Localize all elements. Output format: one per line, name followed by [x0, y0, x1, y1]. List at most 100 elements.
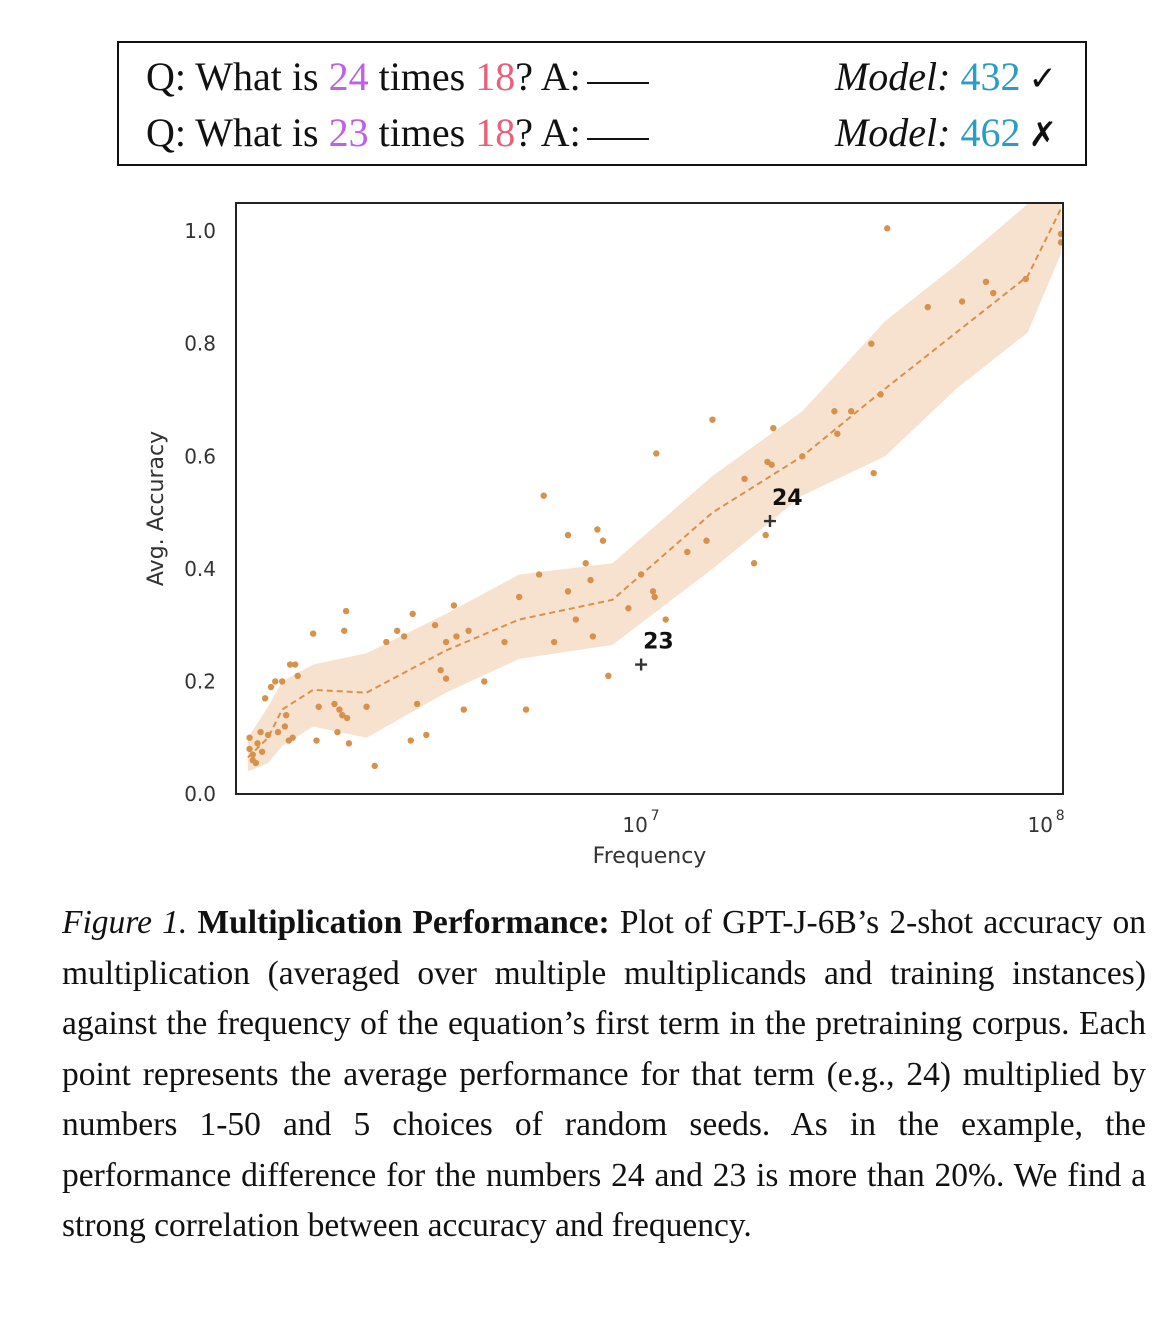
scatter-point	[884, 225, 891, 232]
scatter-point	[409, 610, 416, 618]
first-term: 24	[328, 54, 369, 99]
scatter-point	[258, 748, 266, 755]
scatter-point	[294, 672, 301, 679]
scatter-point	[649, 588, 657, 595]
scatter-point	[257, 728, 264, 736]
scatter-point	[261, 695, 269, 702]
scatter-point	[450, 602, 458, 609]
x-tick-exponent: 8	[1056, 808, 1065, 824]
scatter-point	[605, 672, 612, 679]
scatter-point	[847, 408, 855, 415]
second-term: 18	[475, 110, 516, 155]
x-axis-label: Frequency	[593, 844, 707, 869]
y-axis: 0.0 0.2 0.4 0.6 0.8 1.0	[184, 219, 216, 806]
scatter-point	[868, 340, 875, 347]
scatter-point	[272, 678, 279, 685]
caption-title: Multiplication Performance:	[197, 904, 610, 941]
question-prefix: Q: What is	[146, 54, 319, 99]
scatter-point	[278, 678, 286, 685]
question-suffix: ? A:	[515, 110, 581, 155]
trend-line	[247, 208, 1062, 759]
model-answer-line-2: Model: 462 ✗	[835, 109, 1057, 156]
scatter-point	[637, 571, 645, 578]
highlight-marker-24	[763, 515, 776, 528]
y-axis-label: Avg. Accuracy	[144, 431, 169, 586]
scatter-point	[400, 633, 408, 640]
scatter-point	[246, 734, 253, 741]
model-answer: 462	[960, 110, 1021, 155]
highlight-label-24: 24	[772, 486, 803, 511]
y-tick-label: 0.2	[184, 669, 216, 693]
scatter-point	[582, 560, 589, 567]
scatter-point	[770, 424, 777, 432]
answer-blank	[586, 82, 649, 84]
plot-frame	[235, 202, 1064, 795]
x-axis: 10 7 10 8	[622, 808, 1064, 837]
x-tick-exponent: 7	[651, 808, 660, 824]
scatter-point	[594, 526, 601, 533]
figure-label: Figure 1.	[62, 904, 188, 941]
model-answer: 432	[960, 54, 1021, 99]
scatter-point	[453, 633, 460, 640]
scatter-point	[535, 571, 543, 578]
y-tick-label: 1.0	[184, 219, 216, 243]
cross-icon: ✗	[1028, 115, 1058, 155]
question-prefix: Q: What is	[146, 110, 319, 155]
scatter-point	[741, 475, 748, 482]
scatter-point	[550, 638, 558, 646]
scatter-point	[684, 548, 691, 556]
scatter-point	[345, 740, 353, 747]
scatter-point	[515, 593, 523, 601]
scatter-point	[342, 607, 350, 615]
first-term: 23	[328, 110, 369, 155]
caption-body: Plot of GPT-J-6B’s 2-shot accuracy on mu…	[62, 904, 1147, 1244]
x-tick-label: 10	[1028, 813, 1053, 837]
scatter-point	[252, 759, 260, 767]
scatter-point	[309, 630, 317, 637]
scatter-point	[331, 700, 338, 708]
y-tick-label: 0.0	[184, 782, 216, 806]
scatter-point	[341, 627, 348, 634]
scatter-point	[522, 706, 530, 713]
example-box: Q: What is 24 times 18? A: Model: 432 ✓ Q…	[117, 41, 1087, 166]
y-tick-label: 0.6	[184, 444, 216, 468]
answer-blank	[586, 138, 649, 140]
scatter-point	[394, 627, 401, 634]
question-suffix: ? A:	[515, 54, 581, 99]
figure-caption: Figure 1. Multiplication Performance: Pl…	[62, 898, 1146, 1252]
scatter-point	[653, 450, 660, 457]
scatter-point	[924, 303, 931, 311]
scatter-point	[282, 712, 290, 719]
scatter-point	[481, 678, 488, 685]
scatter-point	[264, 731, 272, 739]
scatter-point	[709, 416, 716, 423]
second-term: 18	[475, 54, 516, 99]
highlight-marker-23	[635, 658, 648, 671]
scatter-point	[442, 638, 450, 646]
scatter-point	[982, 278, 990, 285]
scatter-point	[286, 661, 294, 668]
scatter-points-layer	[246, 225, 1065, 770]
model-answer-line-1: Model: 432 ✓	[835, 53, 1057, 100]
question-middle: times	[378, 110, 466, 155]
scatter-point	[407, 737, 414, 744]
scatter-point	[313, 737, 320, 744]
scatter-point	[1022, 275, 1029, 283]
confidence-band-layer	[247, 204, 1062, 772]
scatter-point	[768, 461, 775, 468]
question-middle: times	[378, 54, 466, 99]
scatter-point	[870, 469, 877, 477]
scatter-point	[572, 616, 580, 623]
scatter-point	[274, 728, 282, 736]
scatter-point	[625, 605, 632, 612]
scatter-point	[990, 289, 997, 297]
question-line-1: Q: What is 24 times 18? A:	[146, 53, 649, 100]
scatter-point	[799, 453, 806, 460]
scatter-point	[834, 430, 841, 437]
scatter-point	[423, 731, 430, 739]
scatter-point	[281, 723, 289, 730]
y-tick-label: 0.4	[184, 557, 216, 581]
trend-line-layer	[247, 208, 1062, 759]
scatter-point	[540, 492, 547, 499]
